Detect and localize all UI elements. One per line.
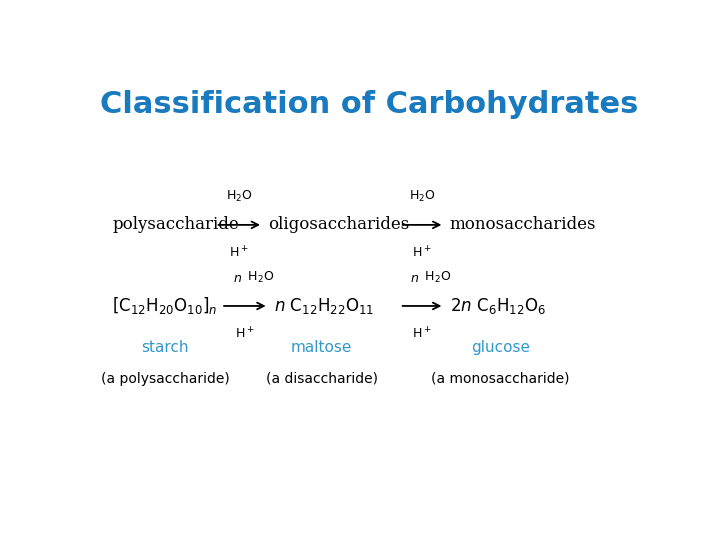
Text: monosaccharides: monosaccharides — [450, 217, 596, 233]
Text: maltose: maltose — [291, 340, 352, 355]
Text: H$_2$O: H$_2$O — [421, 270, 451, 285]
Text: $n$: $n$ — [233, 272, 242, 285]
Text: (a polysaccharide): (a polysaccharide) — [101, 372, 230, 386]
Text: H$^+$: H$^+$ — [413, 246, 432, 261]
Text: H$_2$O: H$_2$O — [226, 189, 253, 204]
Text: H$^+$: H$^+$ — [235, 327, 255, 342]
Text: H$^+$: H$^+$ — [413, 327, 432, 342]
Text: Classification of Carbohydrates: Classification of Carbohydrates — [100, 90, 638, 119]
Text: glucose: glucose — [471, 340, 530, 355]
Text: H$_2$O: H$_2$O — [244, 270, 274, 285]
Text: H$^+$: H$^+$ — [230, 246, 249, 261]
Text: $2n\ \mathrm{C}_{6}\mathrm{H}_{12}\mathrm{O}_{6}$: $2n\ \mathrm{C}_{6}\mathrm{H}_{12}\mathr… — [450, 296, 546, 316]
Text: (a monosaccharide): (a monosaccharide) — [431, 372, 570, 386]
Text: polysaccharide: polysaccharide — [112, 217, 239, 233]
Text: $[\mathrm{C}_{12}\mathrm{H}_{20}\mathrm{O}_{10}]_n$: $[\mathrm{C}_{12}\mathrm{H}_{20}\mathrm{… — [112, 295, 217, 316]
Text: $n$: $n$ — [410, 272, 419, 285]
Text: H$_2$O: H$_2$O — [409, 189, 436, 204]
Text: starch: starch — [142, 340, 189, 355]
Text: (a disaccharide): (a disaccharide) — [266, 372, 377, 386]
Text: $n\ \mathrm{C}_{12}\mathrm{H}_{22}\mathrm{O}_{11}$: $n\ \mathrm{C}_{12}\mathrm{H}_{22}\mathr… — [274, 296, 374, 316]
Text: oligosaccharides: oligosaccharides — [269, 217, 410, 233]
